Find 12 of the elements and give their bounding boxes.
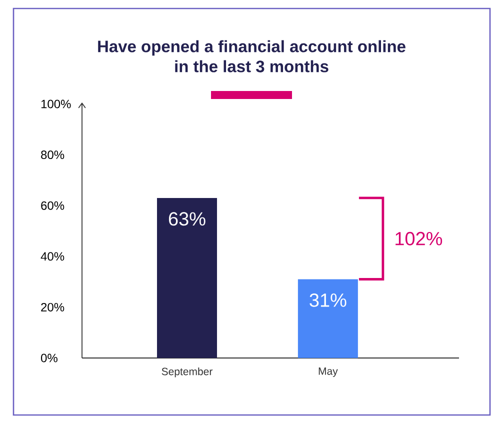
annotation: 102% <box>396 232 442 246</box>
y-tick-label: 20% <box>41 302 64 312</box>
data-label: 63% <box>168 212 206 226</box>
chart-title: Have opened a financial account online in the last 3 months <box>98 40 406 72</box>
x-tick-label: September <box>162 368 213 378</box>
y-tick-label: 80% <box>41 150 64 160</box>
y-tick-label: 0% <box>40 354 58 362</box>
x-tick-label: May <box>318 368 338 377</box>
y-tick-label: 60% <box>41 201 64 210</box>
data-label: 31% <box>310 293 346 307</box>
y-tick-label: 40% <box>40 252 64 261</box>
y-tick-label: 100% <box>41 100 71 108</box>
